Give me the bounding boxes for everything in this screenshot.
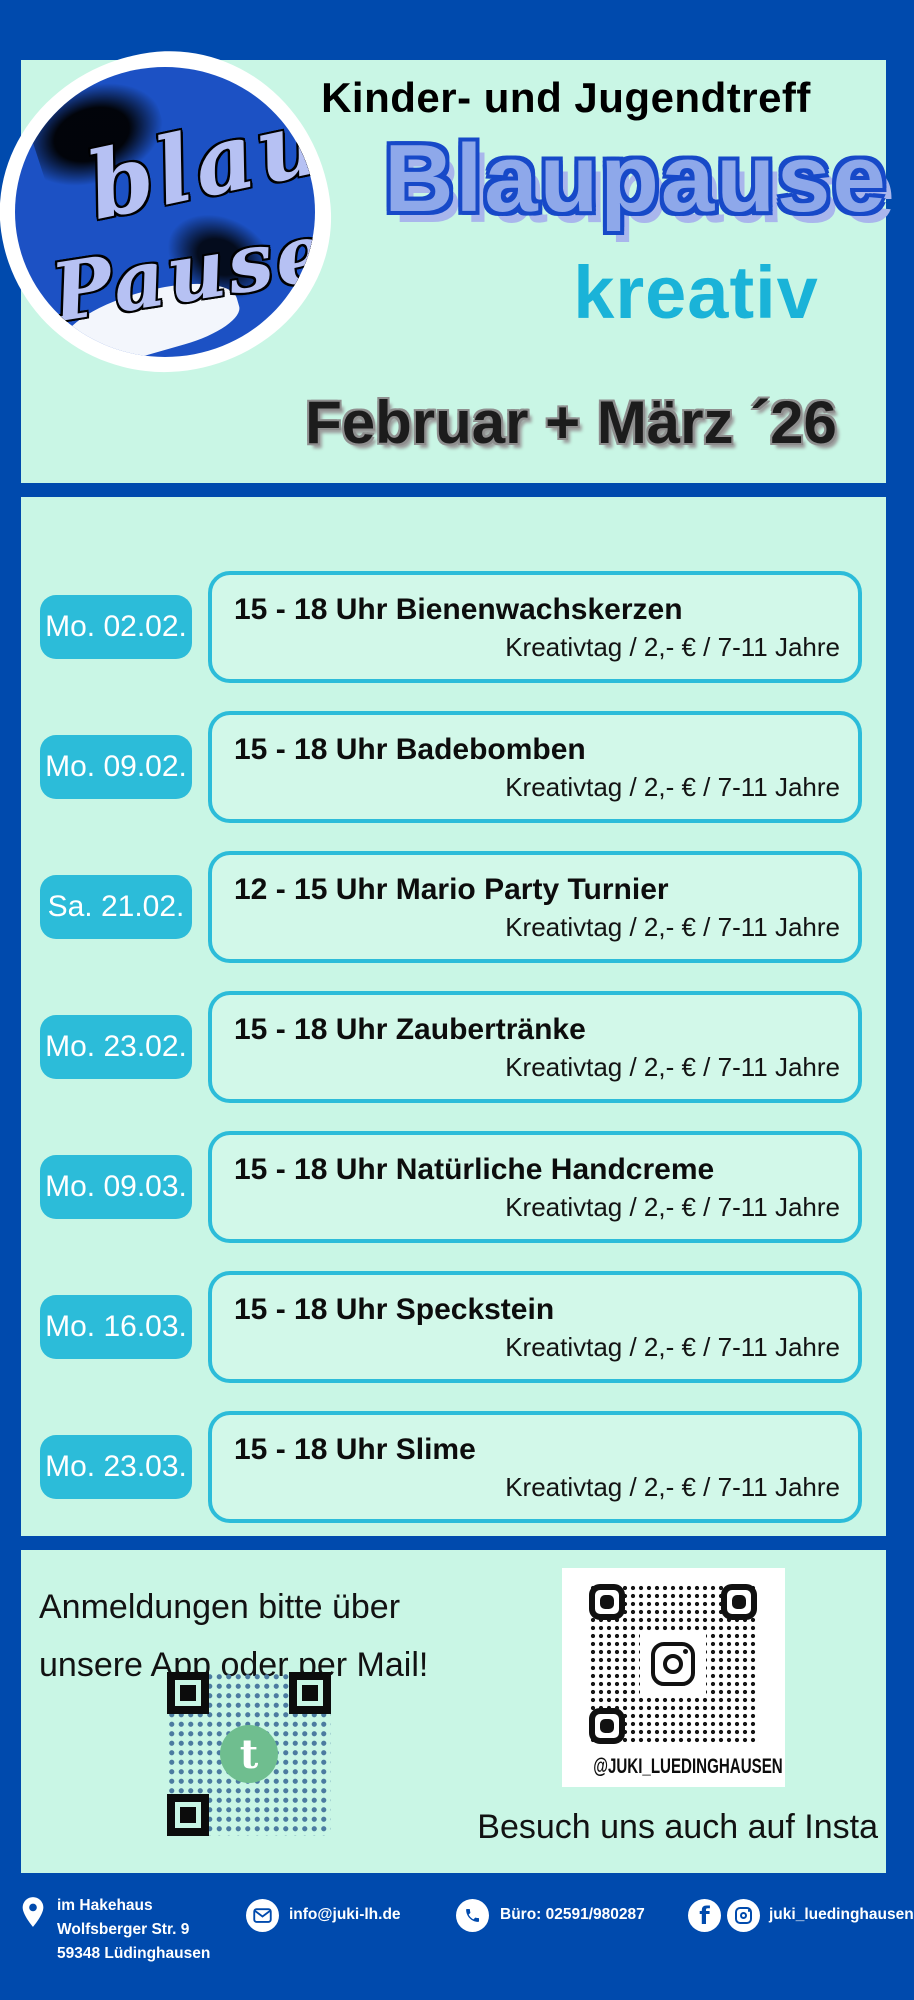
- event-date-badge: Mo. 09.03.: [40, 1155, 192, 1219]
- event-row: Mo. 23.03. 15 - 18 Uhr Slime Kreativtag …: [40, 1411, 862, 1523]
- event-details: Kreativtag / 2,- € / 7-11 Jahre: [505, 911, 840, 942]
- event-date-badge: Sa. 21.02.: [40, 875, 192, 939]
- period-title: Februar + März ´26: [305, 389, 837, 456]
- event-date-badge: Mo. 16.03.: [40, 1295, 192, 1359]
- event-card: 12 - 15 Uhr Mario Party Turnier Kreativt…: [208, 851, 862, 963]
- registration-note: Anmeldungen bitte über unsere App oder p…: [39, 1578, 428, 1694]
- event-title: 15 - 18 Uhr Bienenwachskerzen: [234, 593, 683, 627]
- kicker-title: Kinder- und Jugendtreff: [321, 74, 811, 121]
- event-details: Kreativtag / 2,- € / 7-11 Jahre: [505, 771, 840, 802]
- qr-finder-icon: [589, 1584, 625, 1620]
- footer: im Hakehaus Wolfsberger Str. 9 59348 Lüd…: [0, 1873, 914, 2000]
- phone-label: Büro: 02591/980287: [500, 1906, 645, 1923]
- blaupause-logo: blau Pause: [0, 30, 351, 394]
- events-panel: Mo. 02.02. 15 - 18 Uhr Bienenwachskerzen…: [21, 497, 886, 1536]
- event-card: 15 - 18 Uhr Zaubertränke Kreativtag / 2,…: [208, 991, 862, 1103]
- address-line1: im Hakehaus: [57, 1897, 153, 1914]
- registration-note-line1: Anmeldungen bitte über: [39, 1588, 401, 1626]
- event-title: 15 - 18 Uhr Slime: [234, 1433, 476, 1467]
- event-title: 15 - 18 Uhr Speckstein: [234, 1293, 555, 1327]
- page-subtitle: kreativ: [573, 251, 819, 334]
- qr-finder-icon: [167, 1794, 209, 1836]
- event-details: Kreativtag / 2,- € / 7-11 Jahre: [505, 631, 840, 662]
- app-qr-code: t: [167, 1672, 331, 1836]
- event-row: Mo. 23.02. 15 - 18 Uhr Zaubertränke Krea…: [40, 991, 862, 1103]
- event-title: 12 - 15 Uhr Mario Party Turnier: [234, 873, 669, 907]
- instagram-cta: Besuch uns auch auf Insta: [477, 1808, 878, 1846]
- qr-finder-icon: [289, 1672, 331, 1714]
- address-line3: 59348 Lüdinghausen: [57, 1945, 211, 1962]
- event-date-badge: Mo. 23.02.: [40, 1015, 192, 1079]
- event-details: Kreativtag / 2,- € / 7-11 Jahre: [505, 1191, 840, 1222]
- event-card: 15 - 18 Uhr Badebomben Kreativtag / 2,- …: [208, 711, 862, 823]
- facebook-icon: f: [688, 1899, 721, 1932]
- event-title: 15 - 18 Uhr Zaubertränke: [234, 1013, 586, 1047]
- logo-disc: blau Pause: [15, 67, 315, 357]
- page-title: Blaupause: [384, 125, 888, 232]
- instagram-icon: [727, 1899, 760, 1932]
- event-details: Kreativtag / 2,- € / 7-11 Jahre: [505, 1051, 840, 1082]
- address-block: im Hakehaus Wolfsberger Str. 9 59348 Lüd…: [57, 1894, 210, 1966]
- events-list: Mo. 02.02. 15 - 18 Uhr Bienenwachskerzen…: [21, 497, 886, 1536]
- event-card: 15 - 18 Uhr Speckstein Kreativtag / 2,- …: [208, 1271, 862, 1383]
- event-date-badge: Mo. 09.02.: [40, 735, 192, 799]
- qr-finder-icon: [167, 1672, 209, 1714]
- event-card: 15 - 18 Uhr Bienenwachskerzen Kreativtag…: [208, 571, 862, 683]
- event-date-badge: Mo. 02.02.: [40, 595, 192, 659]
- envelope-icon: [246, 1899, 279, 1932]
- event-row: Mo. 09.02. 15 - 18 Uhr Badebomben Kreati…: [40, 711, 862, 823]
- event-details: Kreativtag / 2,- € / 7-11 Jahre: [505, 1331, 840, 1362]
- event-date-badge: Mo. 23.03.: [40, 1435, 192, 1499]
- address-line2: Wolfsberger Str. 9: [57, 1921, 190, 1938]
- event-row: Mo. 16.03. 15 - 18 Uhr Speckstein Kreati…: [40, 1271, 862, 1383]
- instagram-qr-code: [589, 1584, 757, 1744]
- qr-finder-icon: [721, 1584, 757, 1620]
- event-row: Mo. 02.02. 15 - 18 Uhr Bienenwachskerzen…: [40, 571, 862, 683]
- event-row: Mo. 09.03. 15 - 18 Uhr Natürliche Handcr…: [40, 1131, 862, 1243]
- event-card: 15 - 18 Uhr Slime Kreativtag / 2,- € / 7…: [208, 1411, 862, 1523]
- header-panel: Kinder- und Jugendtreff Blaupause kreati…: [21, 60, 886, 483]
- event-card: 15 - 18 Uhr Natürliche Handcreme Kreativ…: [208, 1131, 862, 1243]
- app-logo-icon: t: [220, 1725, 278, 1783]
- location-pin-icon: [22, 1897, 44, 1927]
- instagram-handle: @JUKI_LUEDINGHAUSEN: [593, 1755, 783, 1778]
- registration-panel: Anmeldungen bitte über unsere App oder p…: [21, 1550, 886, 1873]
- instagram-qr-card: @JUKI_LUEDINGHAUSEN: [562, 1568, 785, 1787]
- instagram-icon: [640, 1631, 706, 1697]
- email-label: info@juki-lh.de: [289, 1906, 401, 1923]
- qr-finder-icon: [589, 1708, 625, 1744]
- event-title: 15 - 18 Uhr Badebomben: [234, 733, 586, 767]
- event-row: Sa. 21.02. 12 - 15 Uhr Mario Party Turni…: [40, 851, 862, 963]
- event-details: Kreativtag / 2,- € / 7-11 Jahre: [505, 1471, 840, 1502]
- social-handle-label: juki_luedinghausen: [769, 1906, 914, 1923]
- phone-icon: [456, 1899, 489, 1932]
- event-title: 15 - 18 Uhr Natürliche Handcreme: [234, 1153, 715, 1187]
